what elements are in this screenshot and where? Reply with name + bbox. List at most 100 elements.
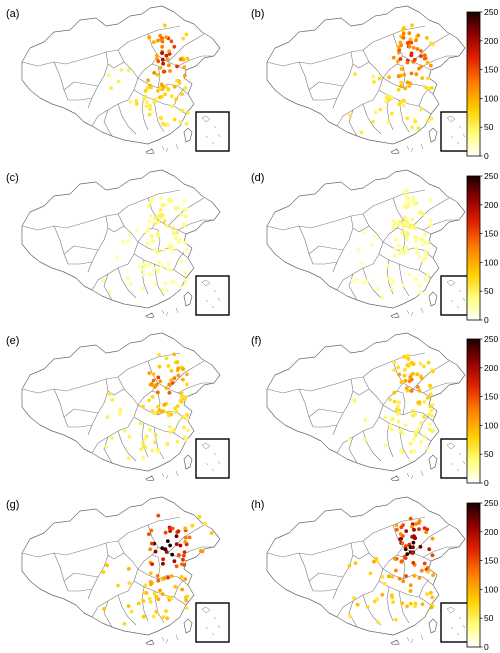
station-point <box>147 112 152 117</box>
station-point <box>403 86 408 91</box>
station-point <box>424 530 428 535</box>
station-point <box>365 279 369 283</box>
station-point <box>175 78 180 83</box>
station-point <box>414 433 418 438</box>
station-point <box>424 36 429 40</box>
station-point <box>383 415 388 420</box>
station-point <box>122 428 127 433</box>
station-point <box>168 430 173 434</box>
station-point <box>172 44 177 49</box>
station-point <box>152 411 157 416</box>
station-point <box>394 237 398 242</box>
station-point <box>399 248 404 252</box>
station-point <box>409 51 414 56</box>
station-point <box>397 372 402 377</box>
station-point <box>126 604 131 608</box>
station-point <box>419 54 423 58</box>
station-point <box>419 568 424 573</box>
station-point <box>390 286 395 291</box>
station-point <box>159 264 164 269</box>
station-point <box>388 397 392 402</box>
station-point <box>157 352 162 357</box>
station-point <box>392 360 397 365</box>
station-point <box>151 372 156 376</box>
station-point <box>179 394 184 399</box>
station-point <box>368 571 373 576</box>
station-point <box>401 31 406 36</box>
station-point <box>178 543 183 548</box>
station-point <box>153 549 158 554</box>
station-point <box>423 85 428 90</box>
station-point <box>164 550 169 554</box>
station-point <box>431 573 435 577</box>
station-point <box>416 126 421 131</box>
station-point <box>185 417 190 421</box>
station-point <box>430 536 435 541</box>
station-point <box>353 72 357 77</box>
station-point <box>165 539 170 543</box>
station-point <box>175 404 180 408</box>
station-point <box>183 73 187 78</box>
station-point <box>172 428 176 433</box>
station-point <box>411 437 416 442</box>
station-point <box>146 78 151 83</box>
station-point <box>156 231 160 236</box>
station-point <box>142 445 146 449</box>
station-point <box>166 122 170 127</box>
station-point <box>164 609 168 613</box>
station-point <box>141 267 146 272</box>
station-point <box>182 553 186 558</box>
station-point <box>429 116 434 121</box>
station-point <box>127 434 132 439</box>
station-point <box>420 602 425 607</box>
station-point <box>141 599 146 603</box>
station-point <box>172 559 177 564</box>
station-point <box>174 236 178 241</box>
panel-label: (b) <box>251 8 264 20</box>
station-point <box>160 546 165 550</box>
station-point <box>428 218 433 223</box>
station-point <box>168 543 173 548</box>
station-point <box>356 248 361 252</box>
station-point <box>155 390 160 395</box>
station-point <box>179 259 184 264</box>
station-point <box>167 63 171 68</box>
station-point <box>404 574 408 578</box>
station-point <box>419 238 424 242</box>
station-point <box>156 597 161 602</box>
colorbar-1: 0 50 100 150 200 250 <box>466 7 498 161</box>
station-point <box>156 410 161 414</box>
colorbar-tick-label: 100 <box>484 420 498 430</box>
station-point <box>165 57 170 62</box>
station-point <box>393 617 398 622</box>
station-point <box>180 415 185 419</box>
station-point <box>405 388 410 393</box>
station-point <box>392 253 397 258</box>
station-point <box>161 121 165 126</box>
station-point <box>416 33 421 38</box>
station-point <box>166 87 171 92</box>
station-point <box>162 403 167 407</box>
colorbar-3: 0 50 100 150 200 250 <box>466 334 498 488</box>
station-point <box>428 383 432 388</box>
station-point <box>158 196 163 200</box>
station-point <box>129 609 134 614</box>
station-point <box>391 55 396 60</box>
station-point <box>110 436 114 440</box>
station-point <box>122 621 127 626</box>
station-point <box>407 379 412 383</box>
inset-islands <box>446 279 466 309</box>
station-point <box>163 23 167 28</box>
station-point <box>371 119 375 124</box>
station-point <box>156 220 161 225</box>
station-point <box>401 103 406 108</box>
station-point <box>399 84 403 89</box>
station-point <box>399 67 404 71</box>
station-point <box>126 456 131 461</box>
station-point <box>414 246 419 251</box>
station-point <box>110 398 115 402</box>
station-point <box>377 76 382 81</box>
station-point <box>143 261 147 266</box>
station-point <box>348 113 353 118</box>
station-point <box>396 222 401 227</box>
